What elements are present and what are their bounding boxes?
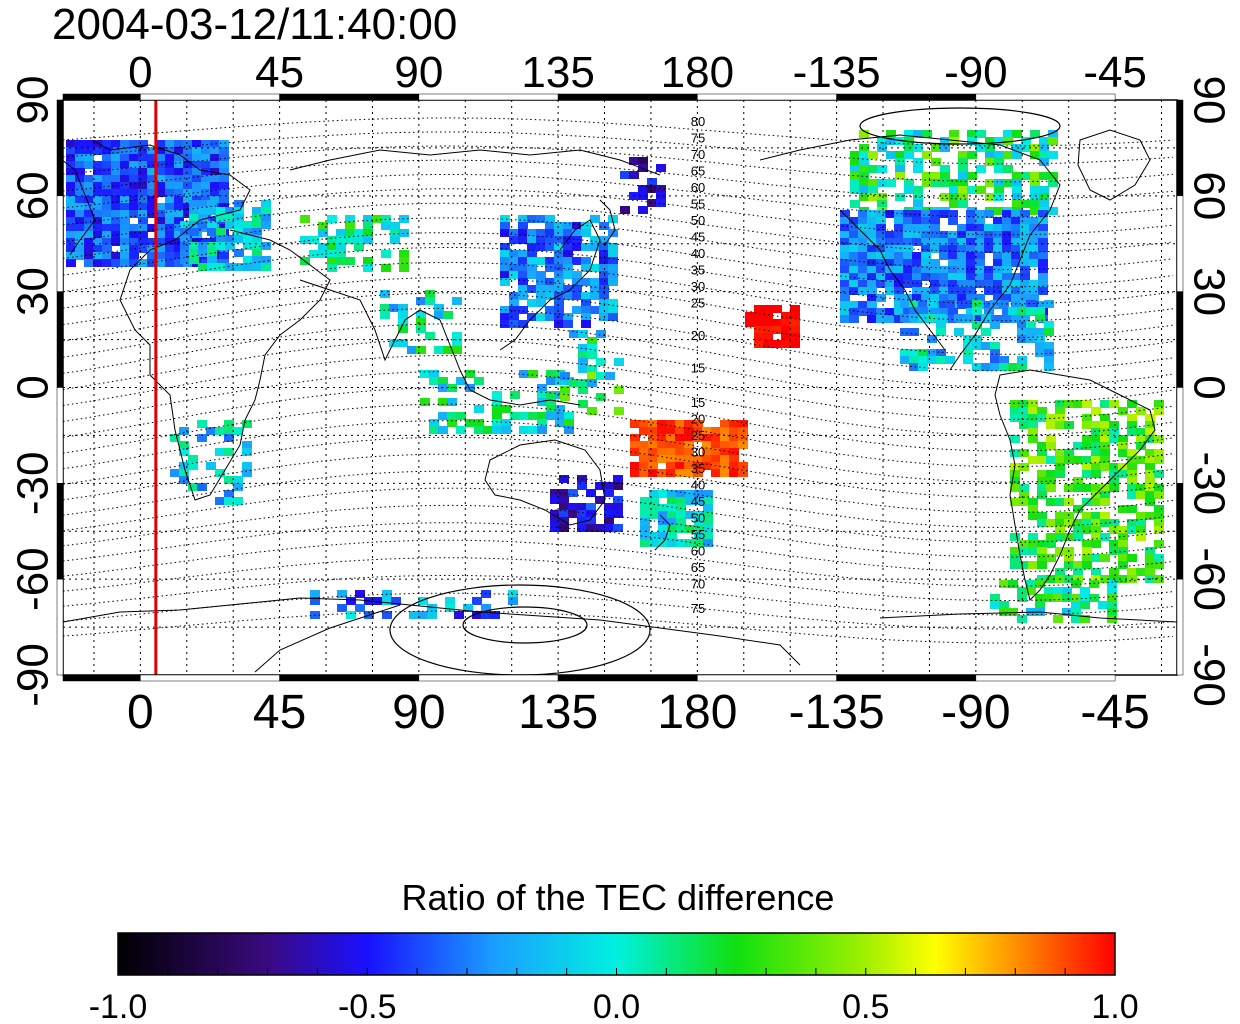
contour-level-label: 35: [691, 263, 705, 278]
bottom-longitude-tick-label: 0: [127, 686, 154, 739]
contour-level-label: 35: [691, 461, 705, 476]
left-latitude-tick-label: 60: [9, 171, 58, 220]
contour-level-label: 70: [691, 147, 705, 162]
contour-level-label: 65: [691, 560, 705, 575]
contour-level-label: 30: [691, 279, 705, 294]
top-longitude-tick-label: 135: [521, 48, 594, 97]
contour-level-label: 75: [691, 131, 705, 146]
contour-level-label: 45: [691, 494, 705, 509]
contour-level-label: 15: [691, 361, 705, 376]
top-longitude-tick-label: 45: [255, 48, 304, 97]
top-longitude-tick-label: -90: [944, 48, 1008, 97]
right-latitude-tick-label: 60: [1184, 171, 1233, 220]
contour-level-label: 45: [691, 230, 705, 245]
closed-contours: [389, 107, 1061, 675]
colorbar-tick-label: 0.5: [842, 988, 889, 1024]
contour-level-label: 50: [691, 511, 705, 526]
top-longitude-tick-label: -135: [793, 48, 881, 97]
left-latitude-labels: 90 60 30 0 -30 -60 -90: [9, 76, 58, 707]
contour-level-label: 80: [691, 114, 705, 129]
bottom-longitude-tick-label: -45: [1080, 686, 1149, 739]
tec-data-patches: [66, 130, 1164, 623]
contour-level-label: 60: [691, 180, 705, 195]
coastlines: [63, 129, 1177, 673]
right-latitude-tick-label: 30: [1184, 267, 1233, 316]
magnetic-latitude-contours: [63, 117, 1174, 644]
top-longitude-tick-label: 90: [394, 48, 443, 97]
contour-level-label: 55: [691, 197, 705, 212]
colorbar-title: Ratio of the TEC difference: [402, 877, 835, 918]
bottom-longitude-tick-label: -90: [941, 686, 1010, 739]
map-plot-area: [56, 93, 1184, 682]
contour-level-label: 25: [691, 428, 705, 443]
left-latitude-tick-label: 90: [9, 76, 58, 125]
bottom-longitude-tick-label: 45: [253, 686, 306, 739]
colorbar-tick-label: -1.0: [89, 988, 148, 1024]
top-longitude-tick-label: -45: [1083, 48, 1147, 97]
contour-level-label: 55: [691, 527, 705, 542]
bottom-longitude-tick-label: 90: [392, 686, 445, 739]
top-longitude-tick-label: 180: [661, 48, 734, 97]
left-latitude-tick-label: 0: [9, 375, 58, 399]
left-latitude-tick-label: -60: [9, 547, 58, 611]
colorbar: Ratio of the TEC difference -1.0 -0.5 0.0 0…: [89, 877, 1139, 1024]
contour-level-label: 40: [691, 478, 705, 493]
contour-level-label: 20: [691, 412, 705, 427]
bottom-longitude-tick-label: 180: [657, 686, 737, 739]
bottom-longitude-labels: 0 45 90 135 180 -135 -90 -45: [127, 686, 1150, 739]
right-latitude-tick-label: 0: [1184, 375, 1233, 399]
colorbar-ticks: -1.0 -0.5 0.0 0.5 1.0: [89, 968, 1139, 1024]
contour-level-label: 75: [691, 601, 705, 616]
left-latitude-tick-label: 30: [9, 267, 58, 316]
colorbar-tick-label: -0.5: [338, 988, 397, 1024]
right-latitude-tick-label: -90: [1184, 643, 1233, 707]
contour-level-label: 70: [691, 577, 705, 592]
top-longitude-labels: 0 45 90 135 180 -135 -90 -45: [128, 48, 1147, 97]
contour-level-label: 65: [691, 164, 705, 179]
left-latitude-tick-label: -30: [9, 452, 58, 516]
contour-level-label: 60: [691, 544, 705, 559]
map-title: 2004-03-12/11:40:00: [52, 0, 458, 49]
bottom-longitude-tick-label: 135: [518, 686, 598, 739]
left-latitude-tick-label: -90: [9, 643, 58, 707]
contour-level-label: 25: [691, 296, 705, 311]
frame-tick-bars: [56, 93, 1184, 682]
top-longitude-tick-label: 0: [128, 48, 152, 97]
right-latitude-labels: 90 60 30 0 -30 -60 -90: [1184, 76, 1233, 707]
right-latitude-tick-label: -60: [1184, 547, 1233, 611]
right-latitude-tick-label: -30: [1184, 452, 1233, 516]
colorbar-tick-label: 0.0: [593, 988, 640, 1024]
colorbar-tick-label: 1.0: [1091, 988, 1138, 1024]
right-latitude-tick-label: 90: [1184, 76, 1233, 125]
contour-level-label: 50: [691, 213, 705, 228]
contour-level-label: 20: [691, 328, 705, 343]
bottom-longitude-tick-label: -135: [789, 686, 885, 739]
contour-level-label: 40: [691, 246, 705, 261]
contour-level-labels: 8075706560555045403530252015152025303540…: [691, 114, 705, 616]
contour-level-label: 30: [691, 445, 705, 460]
contour-level-label: 15: [691, 395, 705, 410]
